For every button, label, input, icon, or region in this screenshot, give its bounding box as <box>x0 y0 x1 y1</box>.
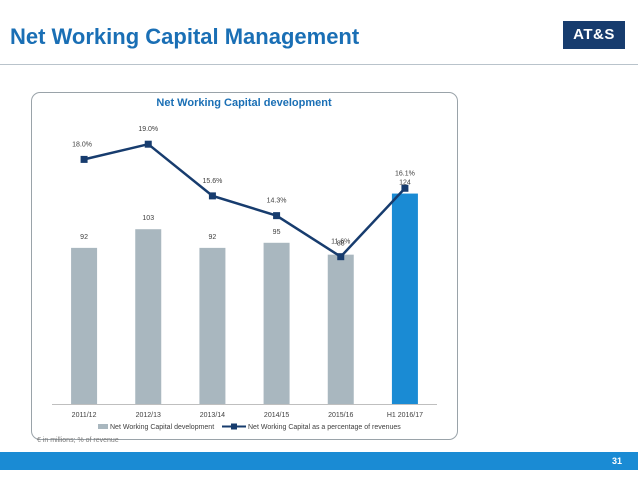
x-tick-label-4: 2015/16 <box>328 412 353 419</box>
percentage-line <box>83 142 406 259</box>
page-title: Net Working Capital Management <box>10 24 360 49</box>
x-tick-label-1: 2012/13 <box>136 412 161 419</box>
page-number: 31 <box>611 456 622 466</box>
footer-bar <box>0 452 638 470</box>
bar-2 <box>199 247 226 404</box>
line-marker-0 <box>80 155 88 163</box>
line-value-label-0: 18.0% <box>72 141 92 148</box>
line-value-label-1: 19.0% <box>138 126 158 133</box>
legend-swatch-bars <box>98 424 108 429</box>
bar-value-label-1: 103 <box>142 215 154 222</box>
bar-0 <box>71 247 98 404</box>
x-tick-label-2: 2013/14 <box>200 412 225 419</box>
legend-marker-line <box>231 423 237 430</box>
line-value-label-2: 15.6% <box>202 178 222 185</box>
bar-value-label-4: 88 <box>337 241 345 248</box>
chart-frame <box>31 92 458 440</box>
legend-label-line: Net Working Capital as a percentage of r… <box>248 424 401 431</box>
x-tick-label-5: H1 2016/17 <box>387 412 423 419</box>
title-divider <box>0 64 638 65</box>
bar-4 <box>327 254 354 404</box>
bar-value-label-3: 95 <box>273 229 281 236</box>
footnote: € in millions; % of revenue <box>37 437 119 444</box>
bar-value-label-2: 92 <box>209 234 217 241</box>
x-tick-label-0: 2011/12 <box>72 412 97 419</box>
bar-value-label-0: 92 <box>80 234 88 241</box>
x-tick-label-3: 2014/15 <box>264 412 289 419</box>
bar-value-label-5: 124 <box>399 180 411 187</box>
line-value-label-3: 14.3% <box>267 198 287 205</box>
line-marker-1 <box>144 140 152 148</box>
line-value-label-4: 11.6% <box>331 239 350 246</box>
line-marker-4 <box>337 253 345 261</box>
line-marker-2 <box>208 192 216 200</box>
company-logo: AT&S <box>563 21 625 49</box>
bar-1 <box>135 229 162 404</box>
line-marker-5 <box>401 184 409 192</box>
bar-3 <box>263 242 290 404</box>
line-value-label-5: 16.1% <box>395 170 415 177</box>
line-marker-3 <box>273 212 281 220</box>
legend-label-bars: Net Working Capital development <box>110 424 214 431</box>
bar-5 <box>391 193 418 404</box>
chart-title: Net Working Capital development <box>156 97 332 109</box>
